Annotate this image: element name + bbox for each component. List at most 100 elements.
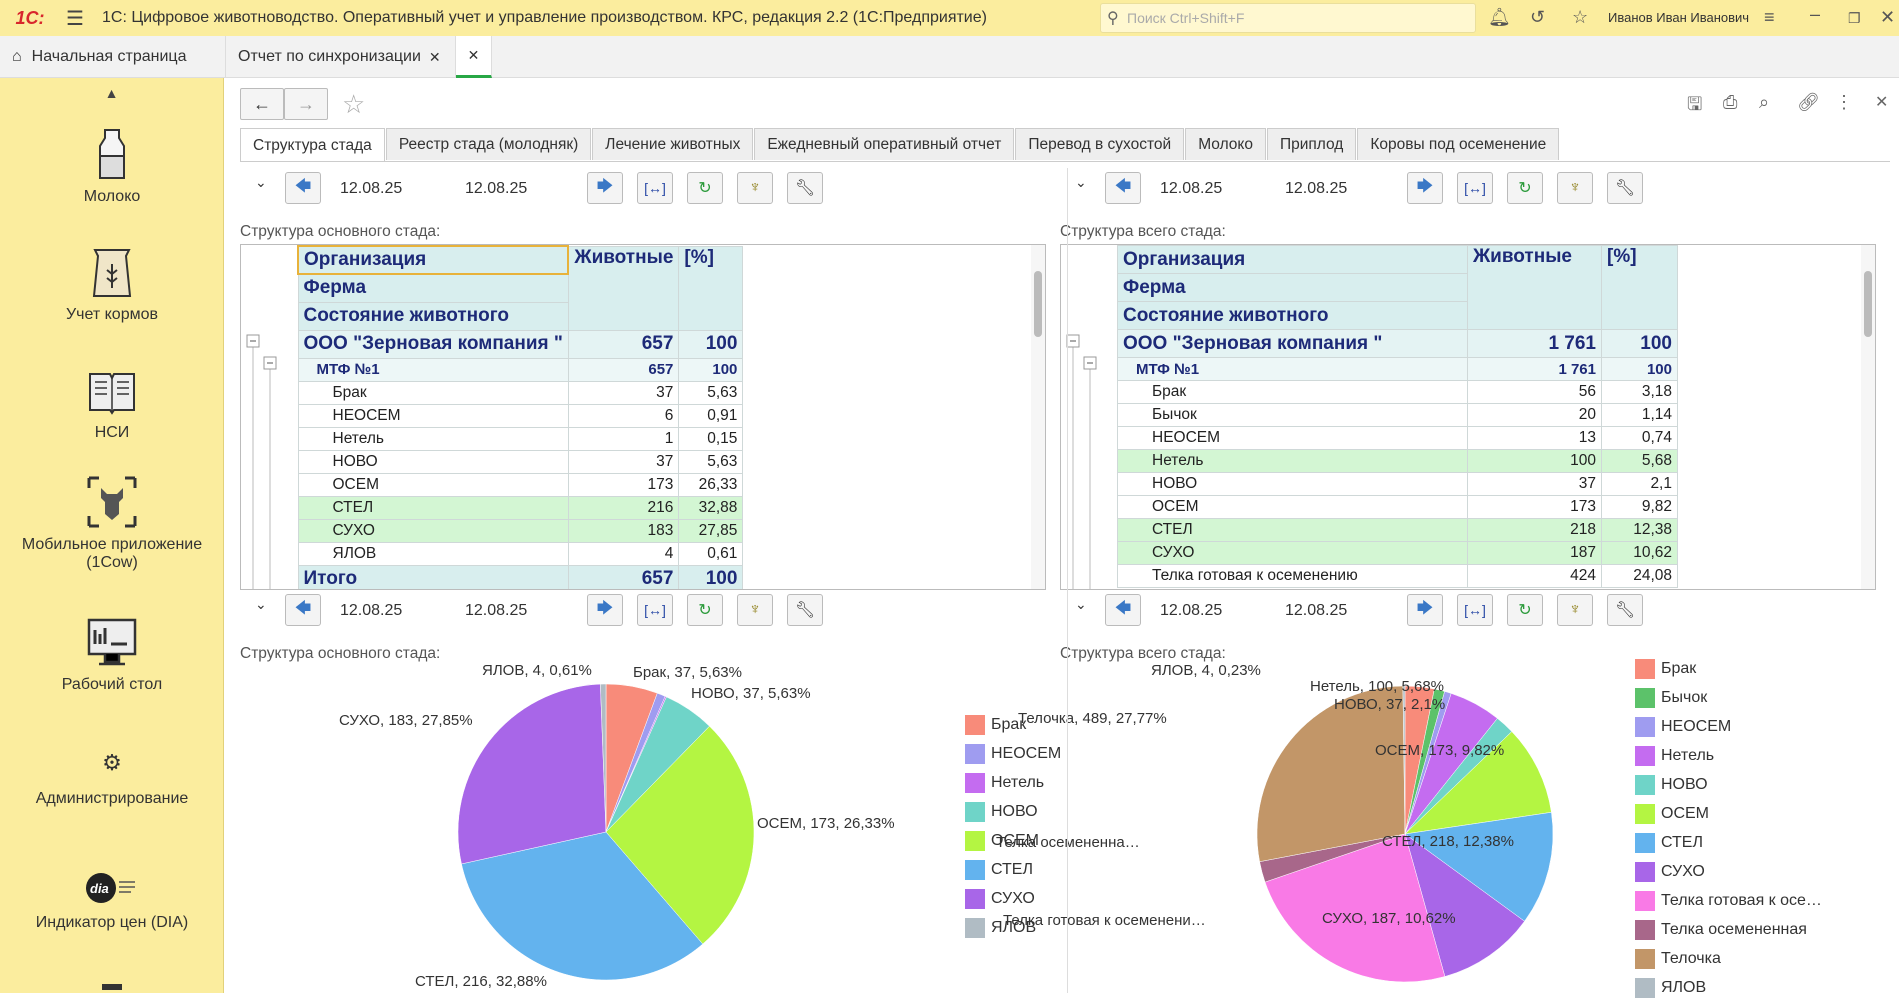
refresh-button[interactable]: ↻ [687, 594, 723, 626]
table-row[interactable]: МТФ №1 657 100 [297, 357, 744, 382]
refresh-button[interactable]: ↻ [1507, 172, 1543, 204]
table-row[interactable]: НЕОСЕМ 13 0,74 [1117, 426, 1678, 450]
star-icon[interactable]: ☆ [1572, 7, 1589, 27]
more-icon[interactable]: ⋮ [1835, 92, 1853, 112]
table-row[interactable]: МТФ №1 1 761 100 [1117, 357, 1678, 381]
pie-slice-8[interactable] [1264, 833, 1446, 983]
date-to[interactable]: 12.08.25 [1285, 180, 1348, 197]
table-row[interactable]: Бычок 20 1,14 [1117, 403, 1678, 427]
date-from[interactable]: 12.08.25 [1160, 602, 1223, 619]
tab-young-registry[interactable]: Реестр стада (молодняк) [385, 128, 592, 160]
back-button[interactable]: ← [240, 88, 284, 120]
pie-slice-4[interactable] [605, 725, 755, 945]
table-row[interactable]: СТЕЛ 218 12,38 [1117, 518, 1678, 542]
date-to[interactable]: 12.08.25 [465, 602, 528, 619]
table-row[interactable]: СУХО 183 27,85 [297, 518, 744, 543]
tab-calving[interactable]: Приплод [1266, 128, 1357, 160]
tab-home[interactable]: ⌂ Начальная страница [0, 36, 226, 78]
sidebar-item-admin[interactable]: ⚙ Администрирование [0, 750, 224, 808]
tab-insemination[interactable]: Коровы под осеменение [1357, 128, 1560, 160]
favorite-star-icon[interactable]: ☆ [342, 89, 366, 119]
sidebar-item-milk[interactable]: Молоко [0, 126, 224, 206]
pie-slice-5[interactable] [1404, 731, 1552, 835]
pie-slice-6[interactable] [1404, 812, 1554, 922]
refresh-button[interactable]: ↻ [1507, 594, 1543, 626]
options-button[interactable]: 🔧︎ [1607, 172, 1643, 204]
date-from[interactable]: 12.08.25 [1160, 180, 1223, 197]
header-pct[interactable]: [%] [1601, 245, 1678, 330]
sidebar-item-mobile[interactable]: Мобильное приложение (1Cow) [0, 474, 224, 572]
table-row[interactable]: НЕОСЕМ 6 0,91 [297, 403, 744, 428]
history-icon[interactable]: ↺ [1530, 7, 1546, 27]
pie-slice-5[interactable] [461, 831, 704, 981]
scroll-thumb[interactable] [1034, 271, 1042, 337]
table-row[interactable]: Брак 56 3,18 [1117, 380, 1678, 404]
prev-period-button[interactable]: 🡄 [1105, 594, 1141, 626]
1c-logo-icon[interactable]: 1С: [15, 7, 45, 28]
filter-settings-button[interactable]: ♆ [737, 594, 773, 626]
forward-button[interactable]: → [284, 88, 328, 120]
table-row[interactable]: ЯЛОВ 4 0,61 [297, 541, 744, 566]
next-period-button[interactable]: 🡆 [1407, 172, 1443, 204]
collapse-icon[interactable]: ⌄ [255, 174, 267, 190]
sidebar-item-more[interactable]: ▬ [0, 973, 224, 996]
prev-period-button[interactable]: 🡄 [285, 594, 321, 626]
bell-icon[interactable]: 🔔︎ [1488, 7, 1511, 27]
preview-icon[interactable]: ⌕ [1759, 92, 1770, 112]
table-row[interactable]: ООО "Зерновая компания " 657 100 [297, 329, 744, 359]
close-form-icon[interactable]: ✕ [1875, 94, 1889, 111]
pie-slice-10[interactable] [1256, 685, 1406, 862]
next-period-button[interactable]: 🡆 [587, 594, 623, 626]
link-icon[interactable]: 🔗︎ [1797, 92, 1820, 112]
date-from[interactable]: 12.08.25 [340, 602, 403, 619]
filter-settings-button[interactable]: ♆ [737, 172, 773, 204]
table-row[interactable]: СУХО 187 10,62 [1117, 541, 1678, 565]
filter-settings-button[interactable]: ♆ [1557, 172, 1593, 204]
table-row[interactable]: Брак 37 5,63 [297, 380, 744, 405]
tab-milk[interactable]: Молоко [1185, 128, 1266, 160]
tab-sync-report[interactable]: Отчет по синхронизации ✕ [226, 36, 456, 78]
date-to[interactable]: 12.08.25 [465, 180, 528, 197]
prev-period-button[interactable]: 🡄 [1105, 172, 1141, 204]
table-row[interactable]: Нетель 100 5,68 [1117, 449, 1678, 473]
close-window-icon[interactable]: ✕ [1880, 7, 1896, 27]
collapse-icon[interactable]: ⌄ [1075, 596, 1087, 612]
scrollbar[interactable] [1031, 245, 1045, 589]
scroll-up-icon[interactable]: ▲ [104, 85, 119, 101]
sidebar-item-nsi[interactable]: НСИ [0, 362, 224, 442]
date-from[interactable]: 12.08.25 [340, 180, 403, 197]
minimize-icon[interactable]: – [1810, 4, 1821, 24]
header-pct[interactable]: [%] [678, 245, 744, 331]
tab-dry-transfer[interactable]: Перевод в сухостой [1015, 128, 1185, 160]
pie-slice-11[interactable] [1402, 685, 1406, 835]
sidebar-item-feed[interactable]: Учет кормов [0, 244, 224, 324]
table-row[interactable]: ООО "Зерновая компания " 1 761 100 [1117, 329, 1678, 358]
pie-slice-6[interactable] [457, 683, 607, 865]
table-row[interactable]: ОСЕМ 173 26,33 [297, 472, 744, 497]
options-button[interactable]: 🔧︎ [1607, 594, 1643, 626]
select-period-button[interactable]: [↔] [637, 594, 673, 626]
pie-slice-7[interactable] [1404, 833, 1525, 977]
tab-herd-structure[interactable]: Структура стада [240, 128, 385, 162]
refresh-button[interactable]: ↻ [687, 172, 723, 204]
table-row-total[interactable]: Итого 657 100 [297, 564, 744, 589]
print-icon[interactable]: ⎙ [1723, 92, 1738, 112]
sidebar-item-dia[interactable]: dia Индикатор цен (DIA) [0, 868, 224, 932]
prev-period-button[interactable]: 🡄 [285, 172, 321, 204]
scrollbar[interactable] [1861, 245, 1875, 589]
select-period-button[interactable]: [↔] [637, 172, 673, 204]
collapse-icon[interactable]: ⌄ [255, 596, 267, 612]
close-tab-icon[interactable]: ✕ [428, 48, 441, 65]
header-org[interactable]: Организация [1117, 245, 1468, 274]
table-row[interactable]: НОВО 37 2,1 [1117, 472, 1678, 496]
table-row[interactable]: Телка готовая к осеменению 424 24,08 [1117, 564, 1678, 588]
search-input[interactable]: ⚲ Поиск Ctrl+Shift+F [1100, 3, 1476, 33]
tab-current[interactable]: ✕ [456, 36, 492, 78]
options-button[interactable]: 🔧︎ [787, 172, 823, 204]
options-button[interactable]: 🔧︎ [787, 594, 823, 626]
sidebar-item-desktop[interactable]: Рабочий стол [0, 614, 224, 694]
table-row[interactable]: ОСЕМ 173 9,82 [1117, 495, 1678, 519]
save-icon[interactable]: 🖫 [1687, 94, 1703, 114]
settings-menu-icon[interactable]: ≡ [1764, 7, 1775, 27]
select-period-button[interactable]: [↔] [1457, 594, 1493, 626]
